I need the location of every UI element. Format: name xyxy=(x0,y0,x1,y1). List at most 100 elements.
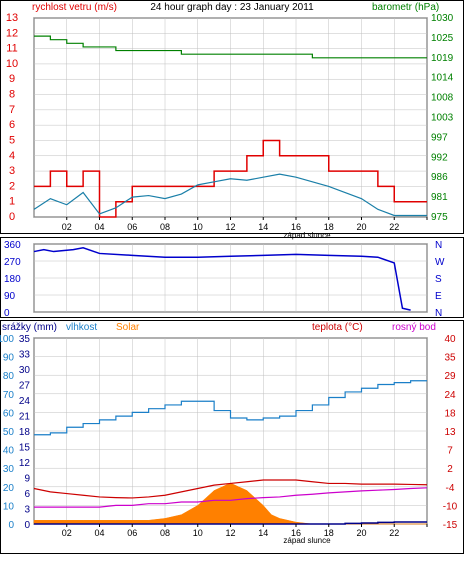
temperature-tick-label: -10 xyxy=(443,501,458,512)
temperature-tick-label: 40 xyxy=(444,334,456,345)
humidity-tick-label: 90 xyxy=(3,353,15,364)
pressure-series xyxy=(34,35,427,59)
humidity-tick-label: 20 xyxy=(3,483,15,494)
rain-tick-label: 33 xyxy=(19,350,31,361)
wind-tick-label: 4 xyxy=(9,150,15,162)
sunset-label-top: západ slunce xyxy=(283,231,331,240)
temperature-tick-label: 29 xyxy=(444,371,456,382)
humidity-tick-label: 10 xyxy=(3,501,15,512)
rain-series xyxy=(34,521,427,525)
humidity-tick-label: 100 xyxy=(0,334,14,345)
wind-tick-label: 10 xyxy=(6,58,18,70)
rain-tick-label: 0 xyxy=(24,520,30,531)
temperature-tick-label: 2 xyxy=(447,464,453,475)
temperature-tick-label: -15 xyxy=(443,520,458,531)
pressure-tick-label: 1030 xyxy=(431,13,454,24)
rain-tick-label: 3 xyxy=(24,505,30,516)
chart-title: 24 hour graph day : 23 January 2011 xyxy=(150,2,314,13)
temperature-tick-label: 7 xyxy=(447,446,453,457)
x-tick-label: 20 xyxy=(356,528,366,538)
rain-tick-label: 30 xyxy=(19,365,31,376)
solar-axis-label: Solar xyxy=(116,322,140,333)
x-tick-label: 02 xyxy=(62,528,72,538)
temperature-tick-label: 24 xyxy=(444,390,456,401)
humidity-tick-label: 0 xyxy=(8,520,14,531)
humidity-tick-label: 70 xyxy=(3,390,15,401)
rain-tick-label: 35 xyxy=(19,334,31,345)
wind-tick-label: 9 xyxy=(9,73,15,85)
pressure-tick-label: 986 xyxy=(431,172,448,183)
x-tick-label: 10 xyxy=(193,222,203,232)
rain-tick-label: 15 xyxy=(19,443,31,454)
pressure-tick-label: 1019 xyxy=(431,53,454,64)
wind-tick-label: 6 xyxy=(9,119,15,131)
wind-tick-label: 5 xyxy=(9,134,15,146)
compass-tick-label: S xyxy=(435,274,442,285)
temperature-tick-label: -4 xyxy=(446,483,455,494)
temperature-tick-label: 35 xyxy=(444,353,456,364)
wind-avg-series xyxy=(33,173,427,217)
wind-tick-label: 7 xyxy=(9,104,15,116)
x-tick-label: 06 xyxy=(127,222,137,232)
pressure-tick-label: 992 xyxy=(431,152,448,163)
humidity-tick-label: 50 xyxy=(3,427,15,438)
direction-series xyxy=(33,247,411,311)
temp-humidity-panel: 0102030405060708090100036912151821242730… xyxy=(0,334,458,538)
x-tick-label: 08 xyxy=(160,528,170,538)
pressure-tick-label: 1014 xyxy=(431,73,454,84)
rain-tick-label: 24 xyxy=(19,396,31,407)
dewpoint-series xyxy=(34,487,428,508)
humidity-axis-label: vlhkost xyxy=(66,322,97,333)
x-tick-label: 12 xyxy=(225,222,235,232)
temperature-series xyxy=(33,479,428,499)
x-tick-label: 04 xyxy=(94,222,104,232)
humidity-tick-label: 80 xyxy=(3,371,15,382)
x-tick-label: 22 xyxy=(389,528,399,538)
compass-tick-label: N xyxy=(435,240,442,251)
pressure-tick-label: 1025 xyxy=(431,33,454,44)
temperature-tick-label: 13 xyxy=(444,427,456,438)
compass-tick-label: E xyxy=(435,291,442,302)
compass-tick-label: W xyxy=(435,257,445,268)
rain-tick-label: 9 xyxy=(24,474,30,485)
sunset-label-bottom: západ slunce xyxy=(283,536,331,545)
rain-tick-label: 18 xyxy=(19,427,31,438)
humidity-tick-label: 30 xyxy=(3,464,15,475)
x-tick-label: 16 xyxy=(291,222,301,232)
x-tick-label: 06 xyxy=(127,528,137,538)
x-tick-label: 02 xyxy=(62,222,72,232)
rain-tick-label: 27 xyxy=(19,381,31,392)
x-tick-label: 12 xyxy=(225,528,235,538)
direction-tick-label: 180 xyxy=(4,274,21,285)
compass-tick-label: N xyxy=(435,308,442,319)
pressure-tick-label: 997 xyxy=(431,132,448,143)
wind-tick-label: 1 xyxy=(9,196,15,208)
humidity-tick-label: 40 xyxy=(3,446,15,457)
direction-tick-label: 360 xyxy=(4,240,21,251)
wind-tick-label: 12 xyxy=(6,27,18,39)
rain-tick-label: 12 xyxy=(19,458,31,469)
wind-tick-label: 0 xyxy=(9,211,15,223)
humidity-series xyxy=(34,380,427,436)
direction-tick-label: 0 xyxy=(4,308,10,319)
wind-pressure-panel: 0123456789101112139759819869929971003100… xyxy=(6,12,454,232)
wind-tick-label: 8 xyxy=(9,89,15,101)
x-tick-label: 18 xyxy=(324,222,334,232)
x-tick-label: 10 xyxy=(193,528,203,538)
wind-tick-label: 13 xyxy=(6,12,18,24)
x-tick-label: 16 xyxy=(291,528,301,538)
gust-series xyxy=(34,139,427,218)
x-tick-label: 20 xyxy=(356,222,366,232)
x-tick-label: 04 xyxy=(94,528,104,538)
wind-tick-label: 2 xyxy=(9,180,15,192)
wind-tick-label: 3 xyxy=(9,165,15,177)
pressure-tick-label: 1008 xyxy=(431,93,454,104)
temperature-axis-label: teplota (°C) xyxy=(312,322,363,333)
pressure-tick-label: 975 xyxy=(431,212,448,223)
temperature-tick-label: 18 xyxy=(444,408,456,419)
x-tick-label: 18 xyxy=(324,528,334,538)
x-tick-label: 22 xyxy=(389,222,399,232)
